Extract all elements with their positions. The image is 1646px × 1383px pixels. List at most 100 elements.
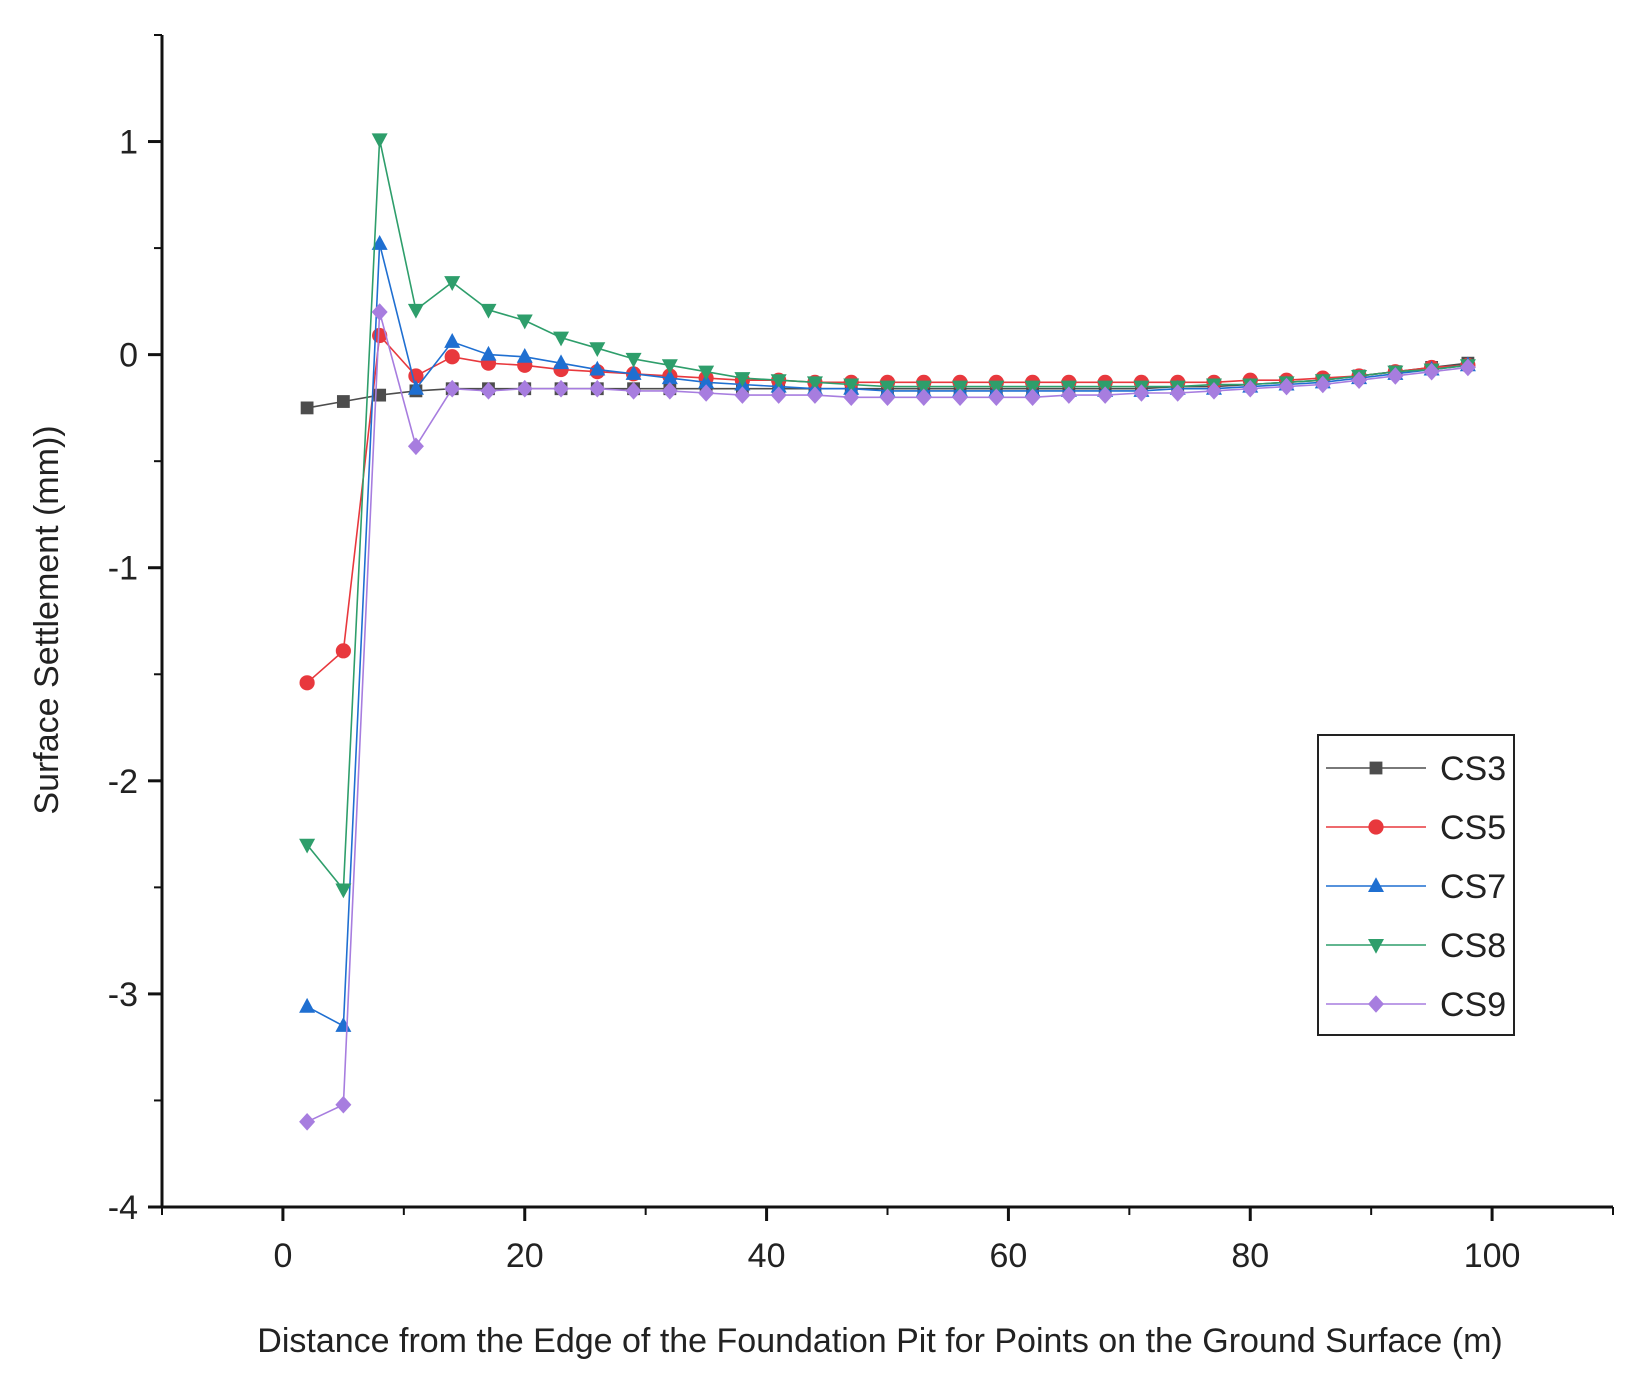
data-point xyxy=(589,379,606,398)
y-tick-label: -1 xyxy=(108,550,138,588)
data-point xyxy=(661,382,678,400)
data-point xyxy=(1205,382,1222,400)
legend-label: CS3 xyxy=(1440,750,1506,788)
x-tick-label: 20 xyxy=(506,1237,544,1275)
axes: 1 0 -1 -2 -3 -4 0 20 40 60 80 100 xyxy=(108,34,1614,1275)
data-point xyxy=(407,437,424,456)
data-point xyxy=(915,380,932,396)
data-point xyxy=(698,384,715,402)
data-point xyxy=(444,333,461,348)
series-cs7 xyxy=(299,235,1476,1032)
data-point xyxy=(915,388,932,407)
data-point xyxy=(299,675,315,691)
data-point xyxy=(1169,384,1186,402)
data-point xyxy=(661,359,678,375)
data-point xyxy=(480,303,497,319)
data-point xyxy=(589,342,606,358)
data-point xyxy=(625,352,642,368)
data-point xyxy=(625,365,642,380)
data-point xyxy=(843,388,860,407)
data-point xyxy=(407,379,424,395)
data-point xyxy=(336,395,350,408)
data-point xyxy=(589,360,606,376)
legend-item-cs3: CS3 xyxy=(1326,750,1506,788)
legend-box xyxy=(1317,734,1515,1036)
data-point xyxy=(879,388,896,407)
data-point xyxy=(335,1095,352,1114)
data-point xyxy=(516,314,533,330)
data-point xyxy=(1459,358,1476,377)
y-tick-label: -3 xyxy=(108,976,138,1014)
data-point xyxy=(879,380,896,396)
data-point xyxy=(371,303,388,321)
data-point xyxy=(553,379,570,398)
data-point xyxy=(988,380,1005,396)
data-point xyxy=(480,382,497,400)
data-point xyxy=(843,378,860,394)
data-point xyxy=(371,133,388,149)
legend-item-cs9: CS9 xyxy=(1326,986,1506,1024)
y-tick-label: -4 xyxy=(108,1189,138,1227)
y-axis-label: Surface Settlement (mm)) xyxy=(28,425,66,814)
legend-label: CS5 xyxy=(1440,809,1506,847)
x-axis-label: Distance from the Edge of the Foundation… xyxy=(257,1322,1502,1360)
data-point xyxy=(1024,388,1041,407)
x-tick-label: 100 xyxy=(1464,1237,1521,1275)
x-tick-label: 40 xyxy=(748,1237,786,1275)
data-point xyxy=(444,379,461,398)
series-cs9 xyxy=(299,303,1476,1131)
y-tick-label: 1 xyxy=(119,124,138,162)
y-tick-label: -2 xyxy=(108,763,138,801)
data-point xyxy=(1097,386,1114,404)
data-point xyxy=(988,388,1005,407)
data-point xyxy=(1133,384,1150,402)
data-point xyxy=(625,382,642,400)
legend-label: CS9 xyxy=(1440,986,1506,1024)
data-point xyxy=(952,388,969,407)
data-point xyxy=(734,386,751,404)
data-point xyxy=(770,386,787,404)
data-point xyxy=(806,376,823,392)
data-point xyxy=(516,379,533,398)
legend-label: CS7 xyxy=(1440,868,1506,906)
legend-marker xyxy=(1368,819,1384,835)
data-point xyxy=(335,643,351,659)
data-point xyxy=(806,386,823,404)
data-point xyxy=(371,235,388,250)
data-point xyxy=(1423,362,1440,381)
x-tick-label: 60 xyxy=(990,1237,1028,1275)
series-layer xyxy=(299,133,1476,1131)
data-point xyxy=(300,401,314,415)
data-point xyxy=(1024,380,1041,396)
data-point xyxy=(1242,379,1259,398)
legend-marker xyxy=(1368,939,1384,954)
y-tick-label: 0 xyxy=(119,337,138,375)
legend-item-cs7: CS7 xyxy=(1326,868,1506,906)
data-point xyxy=(480,345,497,361)
legend: CS3 CS5 CS7 CS8 CS9 xyxy=(1317,734,1515,1036)
data-point xyxy=(952,380,969,396)
series-cs8 xyxy=(299,133,1476,899)
series-line-cs8 xyxy=(306,139,1468,892)
data-point xyxy=(1314,375,1331,394)
data-point xyxy=(335,1017,352,1032)
data-point xyxy=(516,347,533,363)
legend-label: CS8 xyxy=(1440,927,1506,965)
legend-item-cs8: CS8 xyxy=(1326,927,1506,965)
x-tick-label: 80 xyxy=(1231,1237,1269,1275)
series-line-cs9 xyxy=(306,311,1468,1123)
data-point xyxy=(407,303,424,319)
data-point xyxy=(553,331,570,347)
data-point xyxy=(1351,371,1368,390)
legend-marker xyxy=(1368,877,1384,892)
data-point xyxy=(299,1112,316,1131)
legend-marker xyxy=(1368,995,1384,1013)
legend-marker xyxy=(1369,761,1383,775)
data-point xyxy=(734,372,751,387)
data-point xyxy=(553,354,570,370)
data-point xyxy=(1387,367,1404,385)
data-point xyxy=(770,374,787,390)
x-tick-label: 0 xyxy=(273,1237,292,1275)
data-point xyxy=(299,997,316,1013)
